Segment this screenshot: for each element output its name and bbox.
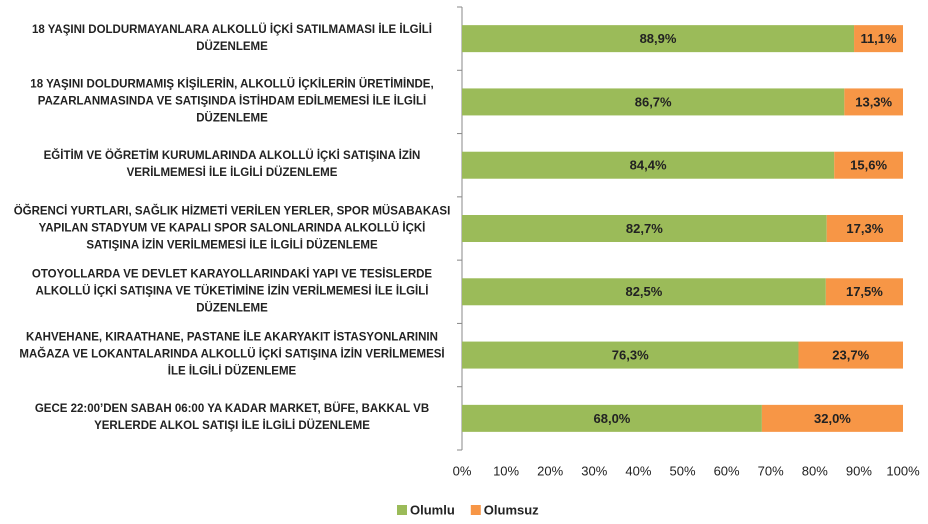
value-label: 13,3% [855,94,892,109]
x-tick-label: 70% [758,463,784,478]
bar-segment [462,404,762,432]
legend-swatch [397,505,407,515]
value-label: 17,5% [846,284,883,299]
value-label: 68,0% [594,411,631,426]
bar-segment [462,341,799,369]
value-label: 88,9% [640,31,677,46]
category-label: 18 YAŞINI DOLDURMAYANLARA ALKOLLÜ İÇKİ S… [32,23,432,53]
x-tick-label: 100% [886,463,920,478]
bar-segment [462,151,835,179]
category-label: EĞİTİM VE ÖĞRETİM KURUMLARINDA ALKOLLÜ İ… [43,150,421,180]
value-label: 82,5% [625,284,662,299]
value-label: 23,7% [832,348,869,363]
legend-swatch [470,505,481,515]
value-label: 82,7% [626,221,663,236]
x-tick-label: 90% [846,463,872,478]
category-label: GECE 22:00’DEN SABAH 06:00 YA KADAR MARK… [34,403,430,433]
bar-segment [761,404,903,432]
value-label: 86,7% [635,94,672,109]
legend-label: Olumsuz [484,502,539,517]
value-label: 76,3% [612,348,649,363]
x-tick-label: 40% [625,463,651,478]
bar-segment [462,278,826,306]
value-label: 84,4% [630,158,667,173]
x-tick-label: 0% [453,463,472,478]
value-label: 15,6% [850,158,887,173]
x-tick-label: 30% [581,463,607,478]
bar-segment [462,215,827,242]
bar-segment [825,278,903,306]
x-tick-label: 10% [493,463,519,478]
category-label: KAHVEHANE, KIRAATHANE, PASTANE İLE AKARY… [19,331,445,378]
x-tick-label: 20% [537,463,563,478]
bar-segment [462,88,845,116]
bar-segment [826,215,903,242]
value-label: 32,0% [814,411,851,426]
bar-segment [844,88,903,116]
bar-segment [462,25,855,53]
x-tick-label: 50% [669,463,695,478]
value-label: 11,1% [860,31,897,46]
category-label: OTOYOLLARDA VE DEVLET KARAYOLLARINDAKİ Y… [31,268,433,315]
bar-segment [798,341,903,369]
x-tick-label: 60% [714,463,740,478]
bar-segment [854,25,903,53]
category-label: 18 YAŞINI DOLDURMAMIŞ KİŞİLERİN, ALKOLLÜ… [30,78,434,125]
value-label: 17,3% [846,221,883,236]
x-tick-label: 80% [802,463,828,478]
bar-segment [834,151,903,179]
category-label: ÖĞRENCİ YURTLARI, SAĞLIK HİZMETİ VERİLEN… [13,205,451,251]
legend-label: Olumlu [410,502,455,517]
